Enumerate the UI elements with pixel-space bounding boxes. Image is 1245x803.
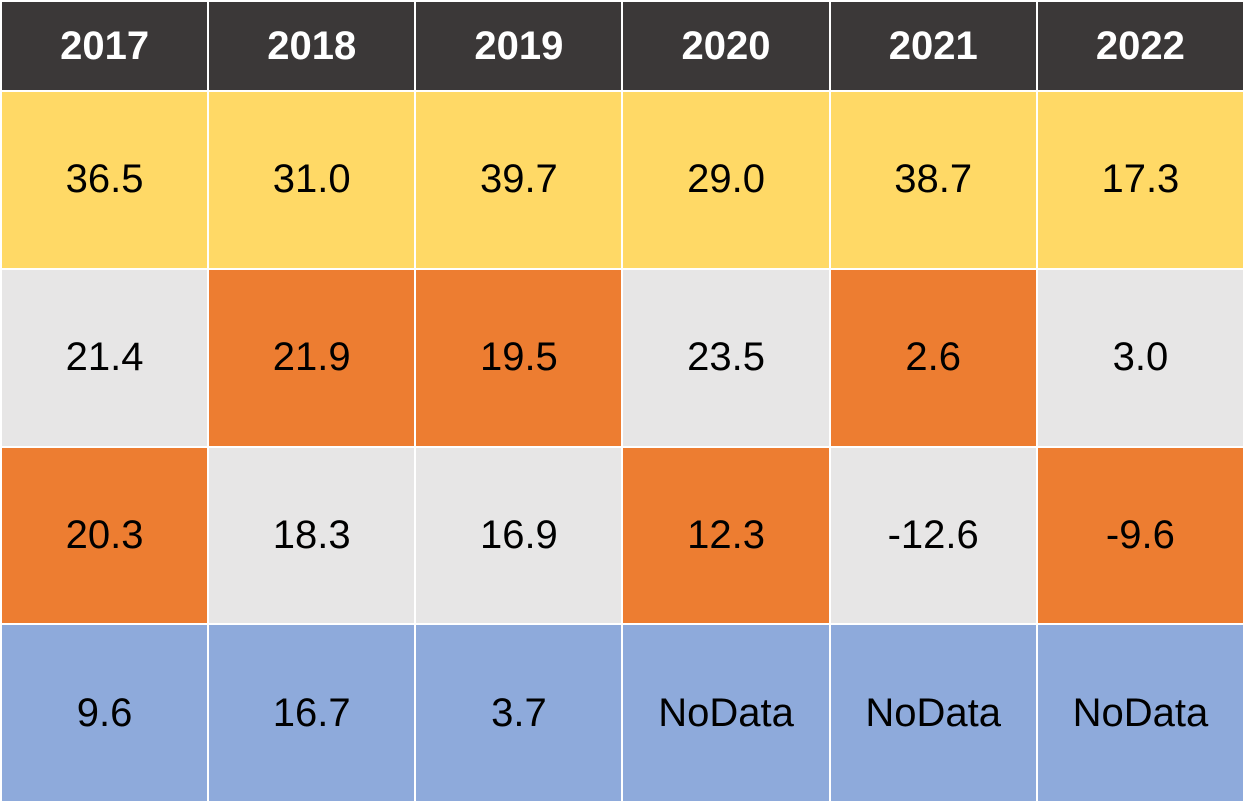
table-cell: 17.3 — [1035, 90, 1245, 270]
table-cell: NoData — [1035, 623, 1245, 803]
table-cell: 38.7 — [828, 90, 1038, 270]
table-cell: 36.5 — [0, 90, 210, 270]
table-row: 9.6 16.7 3.7 NoData NoData NoData — [0, 623, 1245, 803]
table-cell: 31.0 — [207, 90, 417, 270]
table-cell: 20.3 — [0, 445, 210, 626]
table-cell: 9.6 — [0, 623, 210, 803]
table-row: 20.3 18.3 16.9 12.3 -12.6 -9.6 — [0, 445, 1245, 626]
table-cell: NoData — [828, 623, 1038, 803]
table-cell: 19.5 — [414, 267, 624, 448]
table-cell: 3.0 — [1035, 267, 1245, 448]
table-cell: 21.4 — [0, 267, 210, 448]
table-cell: -12.6 — [828, 445, 1038, 626]
table-row: 21.4 21.9 19.5 23.5 2.6 3.0 — [0, 267, 1245, 448]
table-cell: 29.0 — [621, 90, 831, 270]
table-cell: 16.7 — [207, 623, 417, 803]
table-cell: -9.6 — [1035, 445, 1245, 626]
table-cell: 39.7 — [414, 90, 624, 270]
table-cell: 18.3 — [207, 445, 417, 626]
table-cell: 21.9 — [207, 267, 417, 448]
column-header-2022: 2022 — [1035, 0, 1245, 92]
header-row: 2017 2018 2019 2020 2021 2022 — [0, 0, 1245, 92]
column-header-2018: 2018 — [207, 0, 417, 92]
column-header-2021: 2021 — [828, 0, 1038, 92]
table-cell: 3.7 — [414, 623, 624, 803]
table-cell: 23.5 — [621, 267, 831, 448]
column-header-2017: 2017 — [0, 0, 210, 92]
column-header-2020: 2020 — [621, 0, 831, 92]
table-cell: NoData — [621, 623, 831, 803]
table-cell: 2.6 — [828, 267, 1038, 448]
table-cell: 16.9 — [414, 445, 624, 626]
table-cell: 12.3 — [621, 445, 831, 626]
table-row: 36.5 31.0 39.7 29.0 38.7 17.3 — [0, 90, 1245, 270]
column-header-2019: 2019 — [414, 0, 624, 92]
